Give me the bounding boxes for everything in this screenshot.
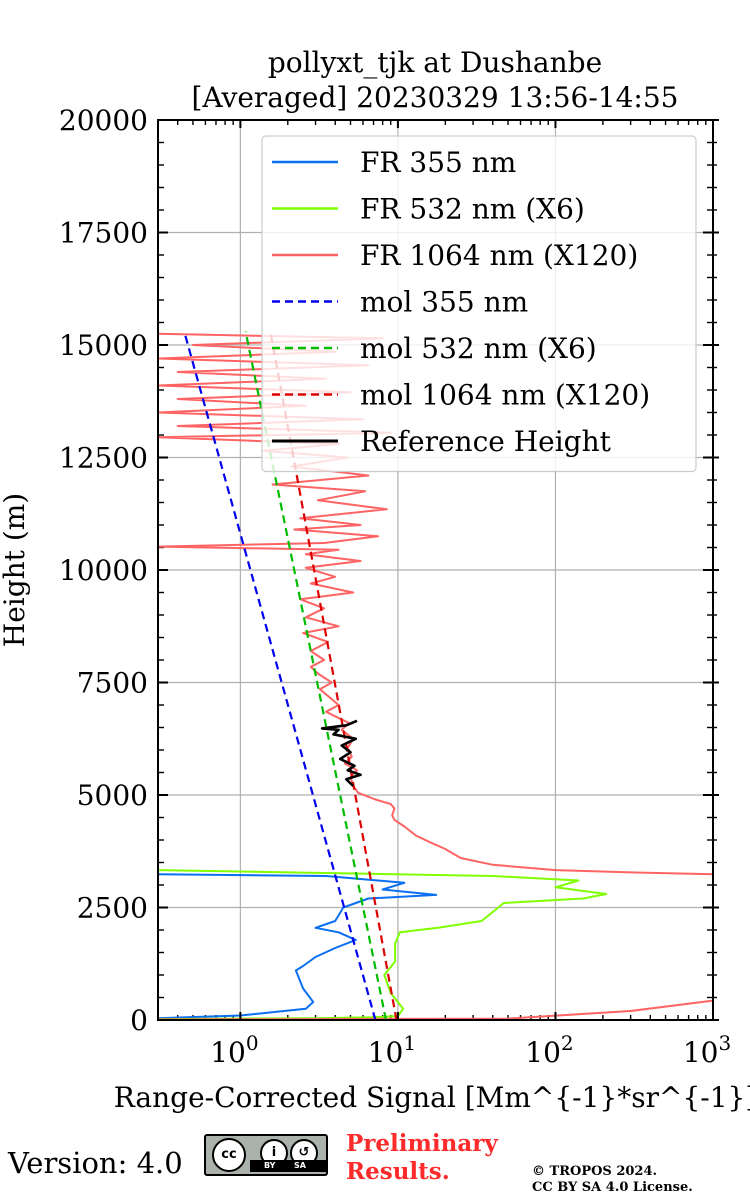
legend-box [261,135,697,473]
preliminary-line-1: Preliminary [346,1130,498,1157]
x-axis-label: Range-Corrected Signal [Mm^{-1}*sr^{-1}] [114,1081,750,1114]
by-label: BY [264,1161,276,1170]
x-tick-label: 100 [210,1031,258,1069]
x-tick-label: 101 [368,1031,416,1069]
y-tick-label: 7500 [77,667,148,700]
series-line-1 [158,869,608,1020]
chart-title-line-2: [Averaged] 20230329 13:56-14:55 [192,81,679,114]
copyright-notice: © TROPOS 2024. CC BY SA 4.0 License. [532,1164,693,1196]
y-tick-label: 12500 [59,442,148,475]
y-tick-label: 2500 [77,892,148,925]
series-line-0 [158,873,438,1020]
y-tick-label: 0 [130,1004,148,1037]
sa-label: SA [294,1161,306,1170]
y-tick-label: 10000 [59,554,148,587]
y-tick-label: 20000 [59,104,148,137]
y-tick-label: 15000 [59,329,148,362]
y-tick-label: 5000 [77,779,148,812]
x-axis-label-text: Range-Corrected Signal [114,1081,456,1114]
legend-label-3: mol 355 nm [360,286,528,319]
preliminary-results-notice: Preliminary Results. [346,1130,498,1186]
copyright-line-2: CC BY SA 4.0 License. [532,1180,693,1195]
legend-label-6: Reference Height [360,425,612,458]
cc-by-sa-badge: cc i ↺ BY SA [204,1134,328,1176]
chart-title-line-1: pollyxt_tjk at Dushanbe [268,46,602,79]
series-line-4 [183,331,377,1020]
y-axis-label: Height (m) [0,493,31,647]
cc-icon: cc [212,1138,246,1172]
lidar-profile-chart: pollyxt_tjk at Dushanbe [Averaged] 20230… [0,46,750,1114]
x-tick-label: 103 [683,1031,731,1069]
legend-label-5: mol 1064 nm (X120) [360,379,650,412]
legend-label-1: FR 532 nm (X6) [360,193,585,226]
copyright-line-1: © TROPOS 2024. [532,1164,658,1179]
y-tick-label: 17500 [59,217,148,250]
x-tick-label: 102 [525,1031,573,1069]
legend-label-2: FR 1064 nm (X120) [360,239,638,272]
license-bar: BY SA [250,1160,326,1172]
preliminary-line-2: Results. [346,1158,450,1185]
axis-ticks: 100 101 102 103 0 2500 5000 7500 10000 12500 15000… [59,104,731,1069]
x-axis-label-unit: [Mm^{-1}*sr^{-1}] [465,1081,750,1114]
version-label: Version: 4.0 [8,1146,183,1180]
legend-label-4: mol 532 nm (X6) [360,332,597,365]
legend: FR 355 nm FR 532 nm (X6) FR 1064 nm (X120)… [261,135,697,473]
series-line-7 [320,719,362,787]
legend-label-0: FR 355 nm [360,146,516,179]
